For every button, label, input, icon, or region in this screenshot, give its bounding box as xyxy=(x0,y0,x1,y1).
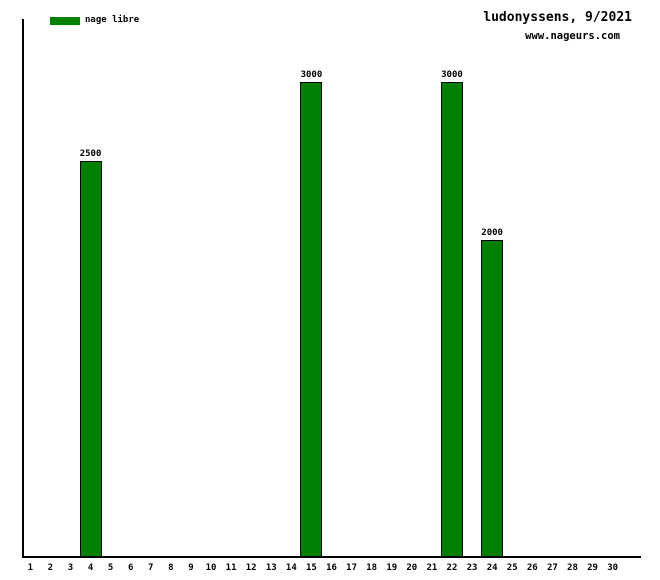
bar-day-15 xyxy=(300,82,323,557)
legend-swatch-nage-libre xyxy=(50,17,80,25)
x-tick-label-26: 26 xyxy=(526,563,538,573)
bar-value-label: 2000 xyxy=(481,228,503,238)
x-tick-label-14: 14 xyxy=(285,563,297,573)
x-tick-label-6: 6 xyxy=(127,563,134,573)
bar-value-label: 3000 xyxy=(441,70,463,80)
x-tick-label-20: 20 xyxy=(406,563,418,573)
x-axis-line xyxy=(22,556,641,558)
x-tick-label-25: 25 xyxy=(506,563,518,573)
x-tick-label-23: 23 xyxy=(466,563,478,573)
bar-day-22 xyxy=(440,82,463,557)
x-tick-label-8: 8 xyxy=(168,563,174,573)
bar-value-label: 2500 xyxy=(79,149,102,159)
x-tick-label-3: 3 xyxy=(67,563,74,573)
x-tick-label-24: 24 xyxy=(486,563,498,573)
x-tick-label-9: 9 xyxy=(188,563,194,573)
x-tick-label-15: 15 xyxy=(305,563,317,573)
x-tick-label-16: 16 xyxy=(326,563,337,573)
legend-label: nage libre xyxy=(85,15,140,25)
x-tick-label-30: 30 xyxy=(607,563,619,573)
chart-title: ludonyssens, 9/2021 xyxy=(483,10,632,25)
y-axis-line xyxy=(22,19,24,558)
x-tick-label-7: 7 xyxy=(148,563,154,573)
x-tick-label-11: 11 xyxy=(225,563,237,573)
x-tick-label-5: 5 xyxy=(107,563,114,573)
x-tick-label-22: 22 xyxy=(446,563,458,573)
chart-subtitle: www.nageurs.com xyxy=(525,30,620,42)
x-tick-label-29: 29 xyxy=(587,563,598,573)
x-tick-label-13: 13 xyxy=(265,563,277,573)
x-tick-label-18: 18 xyxy=(366,563,378,573)
x-tick-label-28: 28 xyxy=(567,563,578,573)
x-tick-label-17: 17 xyxy=(346,563,357,573)
x-tick-label-1: 1 xyxy=(27,563,33,573)
x-tick-label-19: 19 xyxy=(386,563,398,573)
bar-day-4 xyxy=(79,161,102,557)
x-tick-label-10: 10 xyxy=(205,563,217,573)
bar-value-label: 3000 xyxy=(300,70,323,80)
x-tick-label-27: 27 xyxy=(546,563,558,573)
x-tick-label-21: 21 xyxy=(426,563,438,573)
bar-day-24 xyxy=(481,240,504,557)
x-tick-label-12: 12 xyxy=(245,563,257,573)
x-tick-label-2: 2 xyxy=(47,563,54,573)
x-tick-label-4: 4 xyxy=(87,563,94,573)
